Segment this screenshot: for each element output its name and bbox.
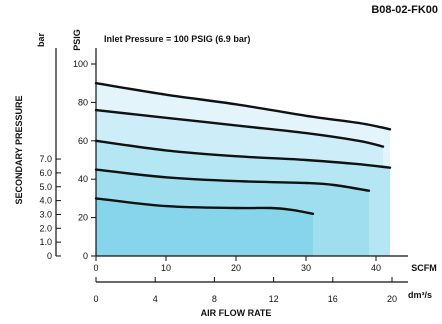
pressure-curve-5 <box>94 197 315 215</box>
psig-tick-label: 0 <box>83 251 88 261</box>
bar-ticks: 0 1.0 2.0 3.0 4.0 5.0 6.0 7.0 <box>39 154 61 261</box>
dm3s-unit-label: dm³/s <box>408 290 432 300</box>
bar-tick-label: 5.0 <box>39 182 52 192</box>
scfm-ticks: 0 10 20 30 40 <box>93 256 381 273</box>
bar-tick-label: 0 <box>47 251 52 261</box>
pressure-curve-3 <box>94 139 392 169</box>
dm3s-tick-label: 8 <box>212 294 217 304</box>
scfm-tick-label: 40 <box>371 263 381 273</box>
y-axis-title: SECONDARY PRESSURE <box>14 95 24 204</box>
pressure-fill-5 <box>96 198 313 256</box>
psig-unit-label: PSIG <box>72 29 82 51</box>
pressure-curve-2 <box>94 108 385 148</box>
x-axis-title: AIR FLOW RATE <box>201 308 272 318</box>
bar-tick-label: 2.0 <box>39 223 52 233</box>
chart-code: B08-02-FK00 <box>371 4 438 16</box>
bar-tick-label: 7.0 <box>39 154 52 164</box>
psig-tick-label: 40 <box>78 174 88 184</box>
bar-tick-label: 1.0 <box>39 237 52 247</box>
pressure-curve-4 <box>94 168 371 192</box>
bar-tick-label: 3.0 <box>39 209 52 219</box>
inlet-pressure-note: Inlet Pressure = 100 PSIG (6.9 bar) <box>104 34 250 44</box>
psig-ticks: 0 20 40 60 80 100 <box>73 59 96 261</box>
psig-tick-label: 60 <box>78 136 88 146</box>
dm3s-tick-label: 0 <box>93 294 98 304</box>
dm3s-ticks: 0 4 8 12 16 20 <box>93 277 397 304</box>
bar-tick-label: 4.0 <box>39 196 52 206</box>
scfm-tick-label: 30 <box>301 263 311 273</box>
psig-tick-label: 20 <box>78 213 88 223</box>
pressure-curves <box>94 82 392 215</box>
scfm-tick-label: 10 <box>161 263 171 273</box>
dm3s-tick-label: 12 <box>269 294 279 304</box>
pressure-curve-1 <box>94 82 392 131</box>
scfm-unit-label: SCFM <box>411 263 437 273</box>
psig-tick-label: 80 <box>78 97 88 107</box>
scfm-tick-label: 20 <box>231 263 241 273</box>
bar-unit-label: bar <box>36 33 46 48</box>
scfm-tick-label: 0 <box>93 263 98 273</box>
dm3s-tick-label: 4 <box>153 294 158 304</box>
dm3s-tick-label: 16 <box>328 294 338 304</box>
pressure-fills <box>96 83 390 256</box>
dm3s-tick-label: 20 <box>387 294 397 304</box>
psig-tick-label: 100 <box>73 59 88 69</box>
bar-tick-label: 6.0 <box>39 168 52 178</box>
